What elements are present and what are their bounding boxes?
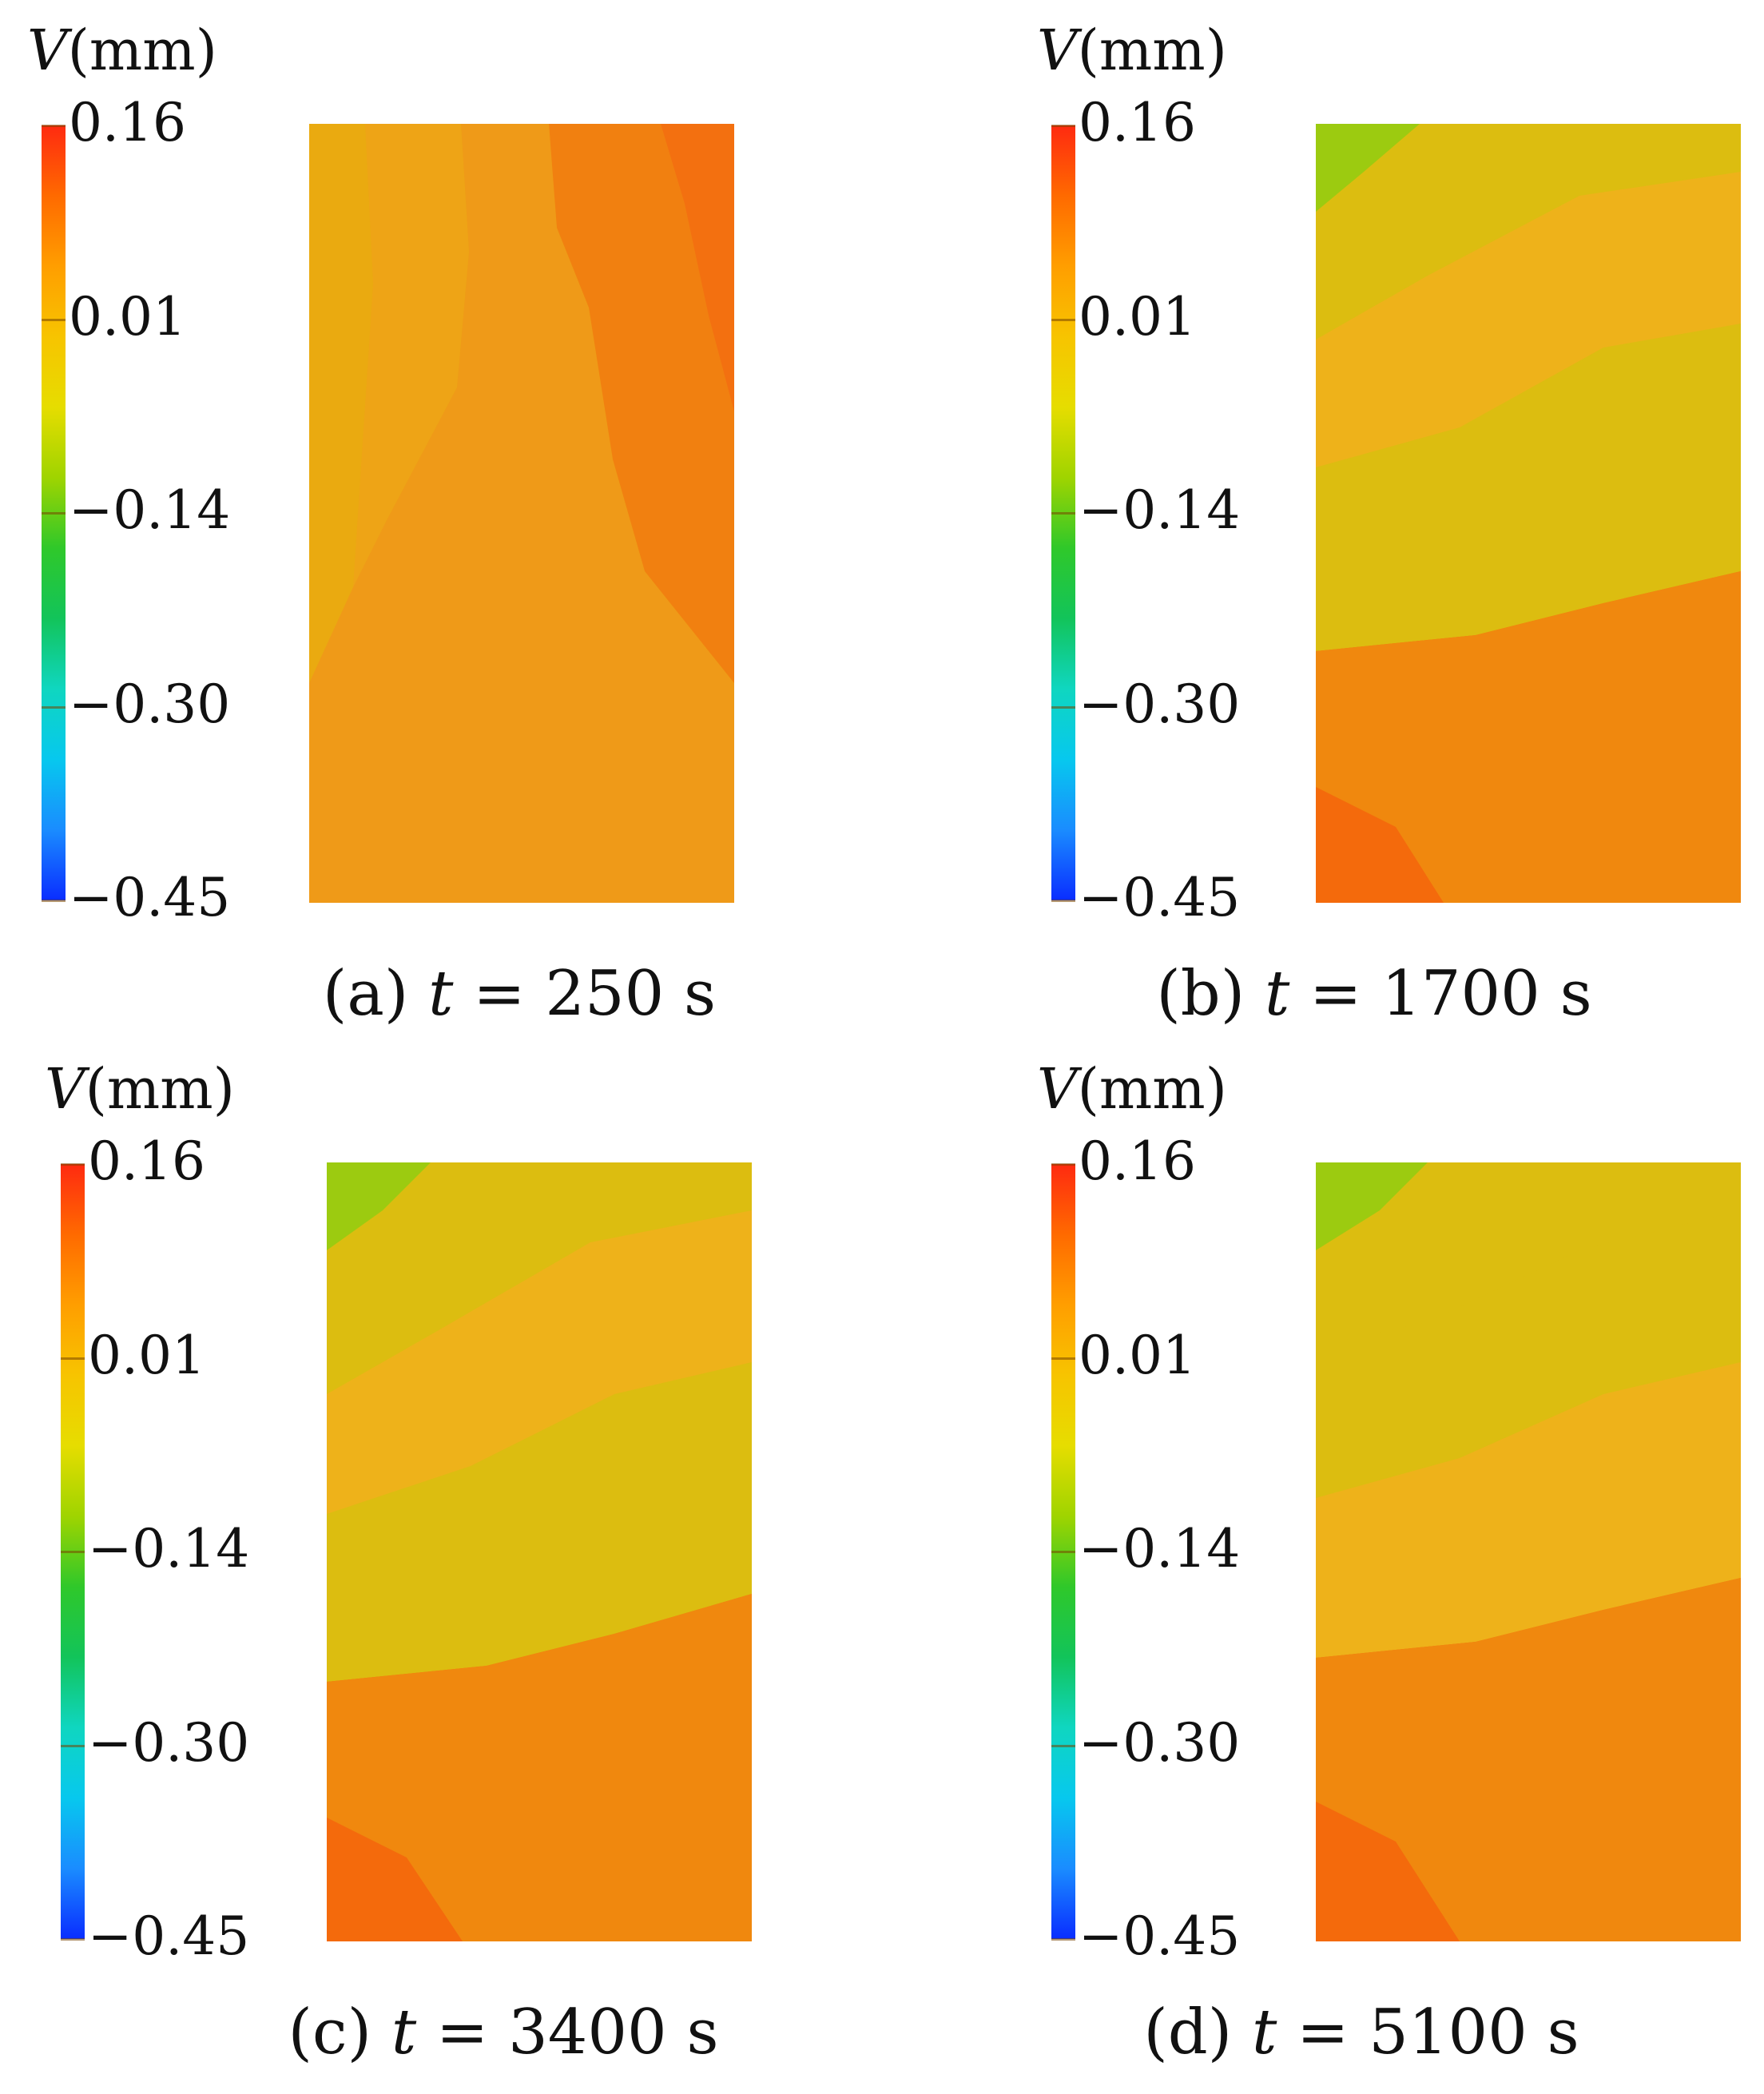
colorbar-tick (1051, 1357, 1075, 1360)
field-zone (327, 1162, 752, 1394)
colorbar-tick-label: −0.14 (69, 479, 231, 541)
field-svg (309, 124, 734, 903)
colorbar-unit-label: V(mm) (27, 22, 217, 78)
colorbar-tick-label: −0.30 (1079, 1711, 1241, 1774)
panel-label: (c) (288, 1997, 372, 2068)
colorbar-tick (61, 1938, 85, 1941)
field-zone (1316, 787, 1444, 903)
colorbar-tick (61, 1357, 85, 1360)
colorbar-unit-label: V(mm) (45, 1061, 235, 1117)
colorbar-tick (61, 1744, 85, 1747)
colorbar-tick-label: −0.30 (88, 1711, 250, 1774)
panel-d: V(mm) 0.16 0.01 −0.14 −0.30 −0.45 (d) t = 51… (882, 1039, 1764, 2077)
displacement-field (1316, 1162, 1741, 1941)
field-zone (309, 124, 373, 683)
time-text: = 1700 s (1309, 958, 1592, 1030)
displacement-field (309, 124, 734, 903)
colorbar-unit: (mm) (1077, 1056, 1227, 1122)
colorbar-tick (42, 125, 66, 127)
panel-label: (b) (1156, 958, 1246, 1030)
time-text: = 250 s (473, 958, 717, 1030)
colorbar-unit: (mm) (1077, 18, 1227, 83)
field-zone (1316, 1802, 1460, 1941)
colorbar-tick (1051, 705, 1075, 709)
colorbar-unit: (mm) (67, 18, 217, 83)
colorbar-tick-label: −0.45 (88, 1905, 250, 1967)
colorbar-var: V (45, 1056, 85, 1122)
colorbar-tick (1051, 125, 1075, 127)
field-svg (327, 1162, 752, 1941)
field-zone (309, 124, 734, 903)
colorbar-tick-label: −0.14 (1079, 479, 1241, 541)
colorbar-tick (42, 705, 66, 709)
colorbar-tick (1051, 900, 1075, 902)
colorbar-tick-label: 0.16 (1079, 1130, 1196, 1192)
time-var: t (428, 958, 454, 1030)
colorbar-tick (1051, 1163, 1075, 1166)
colorbar-tick-label: 0.01 (69, 285, 186, 348)
colorbar-tick-label: 0.01 (1079, 1324, 1196, 1386)
colorbar-tick-label: 0.16 (1079, 92, 1196, 153)
colorbar-tick-label: −0.45 (1079, 867, 1241, 928)
colorbar-tick-label: −0.30 (69, 673, 231, 735)
time-text: = 3400 s (436, 1997, 719, 2068)
colorbar-var: V (1037, 1056, 1078, 1122)
panel-caption: (a) t = 250 s (216, 963, 823, 1025)
colorbar-tick (42, 900, 66, 902)
colorbar-tick (1051, 1744, 1075, 1747)
colorbar-tick-label: −0.45 (1079, 1905, 1241, 1967)
colorbar-var: V (27, 18, 68, 83)
colorbar-unit-label: V(mm) (1037, 1061, 1227, 1117)
colorbar-tick (1051, 512, 1075, 515)
field-zone (1316, 571, 1741, 903)
panel-c: V(mm) 0.16 0.01 −0.14 −0.30 −0.45 (c) t = 34… (0, 1039, 882, 2077)
field-zone (1316, 1578, 1741, 1941)
displacement-field (327, 1162, 752, 1941)
field-zone (327, 1818, 463, 1941)
colorbar-tick-label: −0.45 (69, 867, 231, 928)
field-svg (1316, 124, 1741, 903)
colorbar-tick-label: 0.01 (88, 1324, 205, 1386)
time-text: = 5100 s (1297, 1997, 1579, 2068)
colorbar-tick (61, 1163, 85, 1166)
field-zone (1316, 1162, 1741, 1346)
colorbar-tick-label: 0.16 (69, 92, 186, 153)
colorbar-tick (1051, 318, 1075, 321)
time-var: t (391, 1997, 417, 2068)
panel-caption: (b) t = 1700 s (1071, 963, 1678, 1025)
panel-caption: (c) t = 3400 s (200, 2001, 807, 2064)
time-var: t (1264, 958, 1290, 1030)
colorbar-var: V (1037, 18, 1078, 83)
panel-b: V(mm) 0.16 0.01 −0.14 −0.30 −0.45 (b) t = 17… (882, 0, 1764, 1039)
field-zone (549, 124, 734, 683)
colorbar-tick (42, 512, 66, 515)
field-zone (1316, 1162, 1428, 1250)
field-zone (353, 124, 469, 587)
colorbar-tick-label: 0.01 (1079, 285, 1196, 348)
time-var: t (1251, 1997, 1277, 2068)
colorbar-unit: (mm) (85, 1056, 235, 1122)
panel-a: V(mm) 0.16 0.01 −0.14 −0.30 −0.45 (a) t = 25… (0, 0, 882, 1039)
panel-caption: (d) t = 5100 s (1058, 2001, 1665, 2064)
field-zone (1316, 124, 1741, 340)
displacement-field (1316, 124, 1741, 903)
colorbar-tick-label: −0.14 (88, 1518, 250, 1579)
field-zone (327, 1162, 431, 1250)
field-zone (661, 124, 734, 411)
colorbar-tick (1051, 1551, 1075, 1553)
colorbar-tick (61, 1551, 85, 1553)
panel-label: (d) (1143, 1997, 1233, 2068)
colorbar-tick (42, 318, 66, 321)
field-zone (327, 1594, 752, 1941)
field-zone (1316, 124, 1420, 212)
colorbar-tick-label: −0.14 (1079, 1518, 1241, 1579)
colorbar-tick-label: 0.16 (88, 1130, 205, 1192)
colorbar-tick-label: −0.30 (1079, 673, 1241, 735)
colorbar-unit-label: V(mm) (1037, 22, 1227, 78)
colorbar-tick (1051, 1938, 1075, 1941)
field-svg (1316, 1162, 1741, 1941)
panel-label: (a) (322, 958, 409, 1030)
